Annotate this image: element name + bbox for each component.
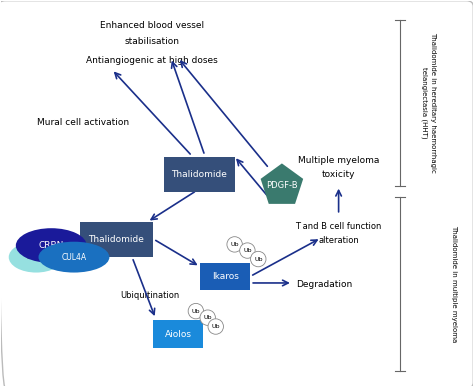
Text: Ub: Ub — [230, 242, 239, 247]
Text: Ub: Ub — [203, 315, 212, 320]
Text: PDGF-B: PDGF-B — [266, 181, 298, 190]
Text: Ub: Ub — [211, 324, 220, 329]
Text: Thalidomide in multiple myeloma: Thalidomide in multiple myeloma — [451, 226, 457, 343]
Text: Enhanced blood vessel: Enhanced blood vessel — [100, 21, 204, 30]
Text: Thalidomide in hereditary haemorrhagic
telangiectasia (HHT): Thalidomide in hereditary haemorrhagic t… — [421, 33, 436, 173]
Text: Ikaros: Ikaros — [212, 272, 238, 281]
Text: alteration: alteration — [318, 236, 359, 245]
Text: Degradation: Degradation — [296, 280, 352, 289]
Ellipse shape — [208, 319, 223, 334]
Text: CUL4A: CUL4A — [62, 253, 87, 262]
FancyBboxPatch shape — [164, 157, 235, 192]
Text: Ubiquitination: Ubiquitination — [120, 291, 179, 300]
Ellipse shape — [240, 243, 255, 258]
Text: Mural cell activation: Mural cell activation — [37, 118, 129, 127]
Text: Ub: Ub — [191, 308, 200, 313]
Ellipse shape — [200, 310, 215, 325]
FancyBboxPatch shape — [80, 223, 153, 257]
Text: T and B cell function: T and B cell function — [295, 222, 382, 231]
Ellipse shape — [251, 251, 266, 267]
Ellipse shape — [16, 228, 87, 263]
Text: Multiple myeloma: Multiple myeloma — [298, 156, 379, 165]
Text: Antiangiogenic at high doses: Antiangiogenic at high doses — [86, 56, 218, 65]
Text: DDB1: DDB1 — [26, 254, 46, 260]
FancyBboxPatch shape — [201, 262, 250, 290]
Text: Thalidomide: Thalidomide — [89, 235, 145, 244]
Polygon shape — [261, 163, 303, 204]
Ellipse shape — [188, 303, 204, 319]
Text: toxicity: toxicity — [322, 171, 356, 180]
Text: Thalidomide: Thalidomide — [171, 170, 227, 179]
Ellipse shape — [38, 242, 109, 272]
Text: Ub: Ub — [243, 248, 252, 253]
Text: Aiolos: Aiolos — [164, 330, 191, 339]
Ellipse shape — [227, 237, 242, 252]
Ellipse shape — [9, 242, 64, 272]
FancyBboxPatch shape — [153, 320, 203, 348]
Text: Ub: Ub — [254, 257, 263, 262]
Text: CRBN: CRBN — [38, 241, 64, 250]
Text: stabilisation: stabilisation — [125, 37, 180, 46]
